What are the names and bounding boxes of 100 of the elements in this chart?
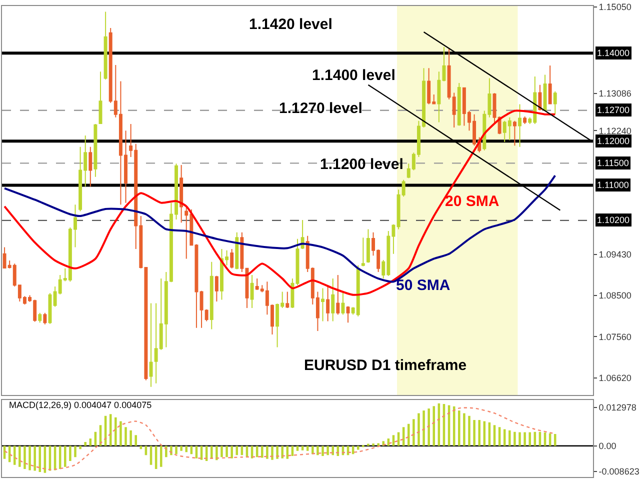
bar <box>458 410 460 446</box>
candlestick <box>442 46 446 82</box>
bar <box>316 446 319 456</box>
bar <box>473 420 476 446</box>
y-tick-label: 1.06620 <box>598 373 632 384</box>
bar <box>120 421 122 446</box>
ref-line-label: 1.11500 <box>597 158 629 168</box>
candlestick <box>326 284 330 322</box>
bar <box>64 446 66 467</box>
bar <box>377 443 380 446</box>
y-tick-label: 1.12240 <box>598 126 632 136</box>
candlestick <box>512 120 516 146</box>
candlestick <box>94 124 98 178</box>
candlestick <box>250 274 254 309</box>
candlestick <box>240 232 244 272</box>
bar <box>220 446 223 458</box>
candlestick <box>331 278 335 322</box>
candlestick <box>43 312 47 325</box>
candlestick <box>553 90 557 115</box>
bar <box>468 416 470 446</box>
candlestick <box>457 82 461 126</box>
bar <box>463 413 466 446</box>
bar <box>230 446 233 458</box>
y-tick-label: 1.07560 <box>598 332 632 342</box>
bar <box>397 432 400 446</box>
candlestick <box>538 84 542 111</box>
bar <box>180 446 182 451</box>
y-tick-label: 1.13086 <box>598 88 632 99</box>
bar <box>216 446 218 460</box>
candlestick <box>230 248 234 269</box>
bar <box>74 446 76 458</box>
series-label: 50 SMA <box>396 277 450 294</box>
y-tick-label: -0.008623 <box>598 466 640 477</box>
y-tick-label: 0.00 <box>598 441 616 452</box>
bar <box>514 432 516 446</box>
y-tick-label: 1.09430 <box>598 249 632 260</box>
bar <box>422 410 425 446</box>
bar <box>124 427 127 446</box>
bar <box>185 446 188 452</box>
bar <box>69 446 72 462</box>
bar <box>226 446 228 458</box>
bar <box>160 446 162 467</box>
bar <box>356 446 360 450</box>
bar <box>312 446 314 454</box>
bar <box>175 446 178 454</box>
bar <box>134 435 137 446</box>
bar <box>428 408 430 446</box>
ref-line-label: 1.14000 <box>597 48 630 58</box>
annotation: 1.1420 level <box>249 16 332 33</box>
candlestick <box>543 74 547 112</box>
candlestick <box>361 237 365 267</box>
candlestick <box>548 64 552 105</box>
candlestick <box>104 11 108 80</box>
bar <box>28 446 31 470</box>
ref-line-label: 1.10200 <box>597 215 630 225</box>
y-tick-label: 0.012978 <box>598 402 636 413</box>
bar <box>84 442 86 446</box>
candlestick <box>235 232 239 270</box>
bar <box>503 429 506 446</box>
bar <box>518 432 521 446</box>
annotation: EURUSD D1 timeframe <box>304 357 467 374</box>
bar <box>524 432 526 446</box>
annotation: 1.1200 level <box>320 156 404 173</box>
bar <box>528 432 531 446</box>
bar <box>412 419 415 446</box>
candlestick <box>523 116 527 124</box>
bar <box>13 446 16 465</box>
bar <box>276 446 278 459</box>
bar <box>281 446 284 458</box>
bar <box>18 446 21 467</box>
bar <box>478 420 480 446</box>
candlestick <box>336 274 340 316</box>
candlestick <box>290 278 294 309</box>
candlestick <box>88 146 92 188</box>
candlestick <box>98 71 102 124</box>
candlestick <box>341 291 345 316</box>
ref-line-label: 1.12000 <box>597 136 630 146</box>
bar <box>34 446 36 471</box>
candlestick <box>518 104 522 148</box>
chart-title: MACD(12,26,9) 0.004047 0.004075 <box>9 400 152 410</box>
candlestick <box>437 71 441 123</box>
candlestick <box>286 291 290 309</box>
candlestick <box>180 164 184 224</box>
bar <box>165 446 168 458</box>
ref-line-label: 1.12700 <box>597 105 630 115</box>
bar <box>24 446 26 470</box>
bar <box>130 430 132 446</box>
y-tick-label: 1.08500 <box>598 290 632 300</box>
bar <box>271 446 274 460</box>
bar <box>407 424 410 446</box>
bar <box>79 446 82 450</box>
bar <box>372 443 374 446</box>
candlestick <box>38 312 42 324</box>
annotation: 1.1400 level <box>312 67 396 84</box>
candlestick <box>366 228 370 264</box>
annotation: 1.1270 level <box>279 100 362 117</box>
bar <box>554 434 556 446</box>
series-label: 20 SMA <box>445 193 500 210</box>
candlestick <box>210 261 214 330</box>
bar <box>332 446 334 456</box>
